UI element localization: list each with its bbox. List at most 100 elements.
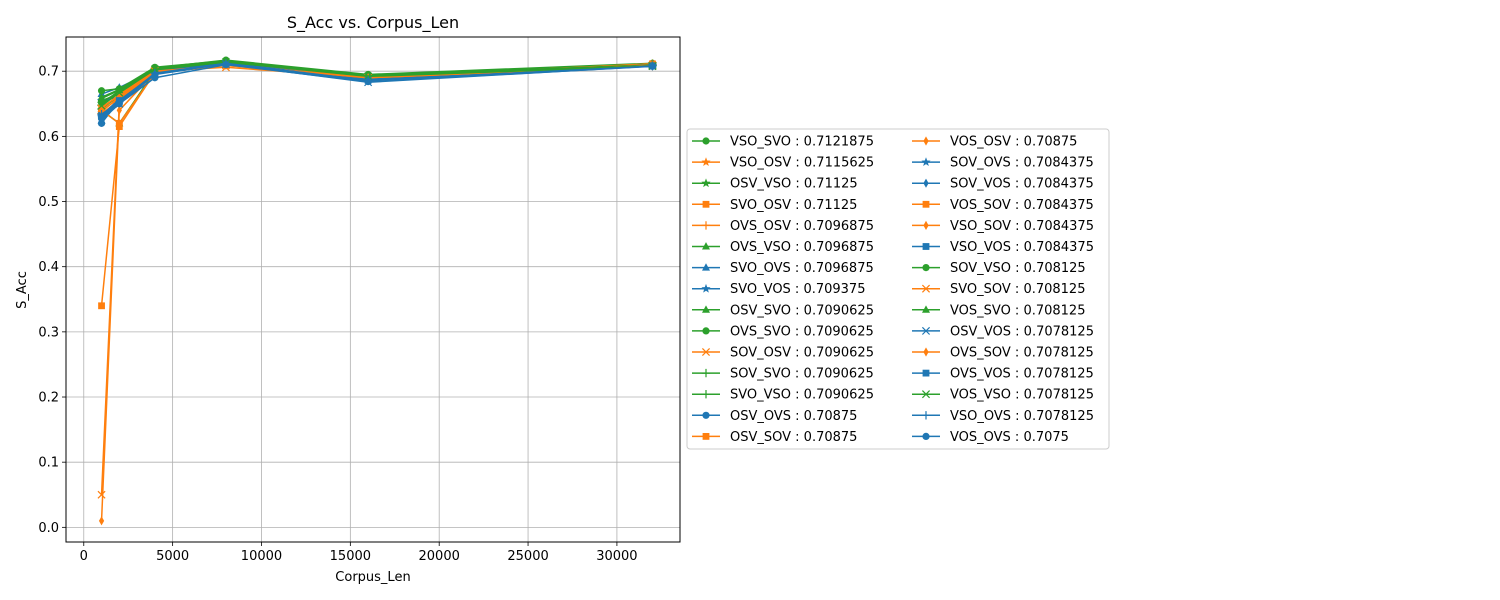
series-vos-ovs [97, 61, 657, 122]
x-tick-label: 0 [80, 549, 88, 564]
legend-label: VSO_SVO : 0.7121875 [730, 135, 874, 150]
legend-marker [702, 327, 710, 335]
data-point-vos-ovs [364, 78, 372, 86]
grid-lines [66, 37, 680, 542]
y-tick-label: 0.5 [38, 195, 59, 210]
legend-marker [922, 305, 930, 313]
x-tick-label: 30000 [596, 549, 637, 564]
legend-marker [702, 411, 710, 419]
legend: VSO_SVO : 0.7121875 VSO_OSV : 0.7115625 OS… [686, 128, 1110, 450]
legend-label: SOV_SVO : 0.7090625 [730, 367, 874, 382]
legend-item-vso-ovs: VSO_OVS : 0.7078125 [912, 409, 1094, 424]
legend-label: SVO_VOS : 0.709375 [730, 282, 865, 297]
legend-label: SVO_SOV : 0.708125 [950, 282, 1085, 297]
legend-marker [701, 157, 711, 166]
legend-marker [923, 136, 929, 146]
legend-item-osv-svo: OSV_SVO : 0.7090625 [692, 303, 874, 318]
legend-marker [922, 200, 930, 208]
legend-label: VOS_VSO : 0.7078125 [950, 388, 1094, 403]
legend-label: VOS_OSV : 0.70875 [950, 135, 1077, 150]
legend-label: SOV_VSO : 0.708125 [950, 261, 1086, 276]
x-tick-label: 20000 [419, 549, 460, 564]
legend-marker [922, 264, 930, 272]
y-tick-label: 0.3 [38, 325, 59, 340]
legend-label: VSO_OVS : 0.7078125 [950, 409, 1094, 424]
legend-frame [686, 128, 1110, 450]
legend-item-vos-svo: VOS_SVO : 0.708125 [912, 303, 1085, 318]
data-point-vos-svo [97, 94, 106, 102]
legend-item-svo-osv: SVO_OSV : 0.71125 [692, 198, 857, 213]
x-tick-label: 10000 [241, 549, 282, 564]
legend-marker [922, 432, 930, 440]
legend-label: SOV_OVS : 0.7084375 [950, 156, 1094, 171]
legend-marker [921, 411, 931, 420]
legend-item-sov-vos: SOV_VOS : 0.7084375 [912, 177, 1094, 192]
data-point-vos-ovs [151, 74, 159, 82]
legend-item-osv-ovs: OSV_OVS : 0.70875 [692, 409, 857, 424]
legend-marker [702, 242, 710, 250]
y-tick-label: 0.6 [38, 130, 59, 145]
legend-item-ovs-sov: OVS_SOV : 0.7078125 [912, 346, 1094, 361]
legend-item-sov-ovs: SOV_OVS : 0.7084375 [912, 156, 1094, 171]
legend-item-osv-vso: OSV_VSO : 0.71125 [692, 177, 858, 192]
data-point-ovs-svo [97, 87, 106, 95]
y-tick-label: 0.7 [38, 65, 59, 80]
legend-label: OVS_SOV : 0.7078125 [950, 346, 1094, 361]
data-point-vos-osv [98, 516, 105, 526]
x-tick-label: 15000 [330, 549, 371, 564]
legend-marker [701, 390, 711, 399]
data-point-vos-vso [115, 88, 124, 97]
legend-item-sov-osv: SOV_OSV : 0.7090625 [692, 346, 874, 361]
legend-item-vso-svo: VSO_SVO : 0.7121875 [692, 135, 874, 150]
legend-marker [701, 368, 711, 378]
legend-marker [702, 305, 710, 313]
data-point-svo-osv [98, 302, 105, 310]
legend-label: SVO_VSO : 0.7090625 [730, 388, 874, 403]
legend-item-vso-sov: VSO_SOV : 0.7084375 [912, 219, 1094, 234]
legend-marker [701, 221, 711, 230]
y-tick-label: 0.2 [38, 391, 59, 406]
legend-marker [921, 326, 931, 335]
legend-item-vso-osv: VSO_OSV : 0.7115625 [692, 156, 874, 171]
legend-marker [922, 243, 930, 250]
legend-item-ovs-svo: OVS_SVO : 0.7090625 [692, 324, 874, 339]
legend-item-svo-vos: SVO_VOS : 0.709375 [692, 282, 865, 297]
legend-item-vos-osv: VOS_OSV : 0.70875 [912, 135, 1077, 150]
legend-marker [701, 283, 711, 293]
legend-label: SOV_VOS : 0.7084375 [950, 177, 1094, 192]
legend-item-sov-vso: SOV_VSO : 0.708125 [912, 261, 1086, 276]
legend-label: OVS_VSO : 0.7096875 [730, 240, 874, 255]
legend-label: OSV_SOV : 0.70875 [730, 430, 857, 445]
legend-marker [702, 137, 710, 145]
legend-item-ovs-vso: OVS_VSO : 0.7096875 [692, 240, 874, 255]
x-tick-label: 5000 [156, 549, 189, 564]
legend-label: OSV_SVO : 0.7090625 [730, 303, 874, 318]
legend-marker [701, 347, 711, 357]
chart-title: S_Acc vs. Corpus_Len [287, 13, 459, 33]
axis-ticks: 0 5000 10000 15000 20000 25000 30000 0.0 0.1 0.2 0… [38, 65, 637, 564]
data-point-vos-ovs [97, 114, 106, 122]
legend-label: OSV_VOS : 0.7078125 [950, 324, 1094, 339]
y-axis-label: S_Acc [15, 271, 30, 309]
y-tick-label: 0.4 [38, 260, 59, 275]
legend-label: VOS_OVS : 0.7075 [950, 430, 1069, 445]
legend-marker [921, 157, 931, 166]
legend-label: OVS_VOS : 0.7078125 [950, 367, 1094, 382]
legend-marker [921, 284, 931, 293]
legend-label: VSO_VOS : 0.7084375 [950, 240, 1094, 255]
legend-item-vos-ovs: VOS_OVS : 0.7075 [912, 430, 1069, 445]
legend-label: VOS_SVO : 0.708125 [950, 303, 1085, 318]
legend-label: VSO_SOV : 0.7084375 [950, 219, 1094, 234]
legend-item-ovs-osv: OVS_OSV : 0.7096875 [692, 219, 874, 234]
legend-label: VSO_OSV : 0.7115625 [730, 156, 874, 171]
legend-item-vso-vos: VSO_VOS : 0.7084375 [912, 240, 1094, 255]
legend-item-svo-vso: SVO_VSO : 0.7090625 [692, 388, 874, 403]
legend-marker [702, 263, 710, 271]
legend-label: OSV_OVS : 0.70875 [730, 409, 857, 424]
legend-item-osv-sov: OSV_SOV : 0.70875 [692, 430, 857, 445]
legend-item-vos-vso: VOS_VSO : 0.7078125 [912, 388, 1094, 403]
y-tick-label: 0.0 [38, 521, 59, 536]
data-point-sov-osv [97, 490, 106, 499]
data-point-vos-ovs [222, 61, 230, 69]
